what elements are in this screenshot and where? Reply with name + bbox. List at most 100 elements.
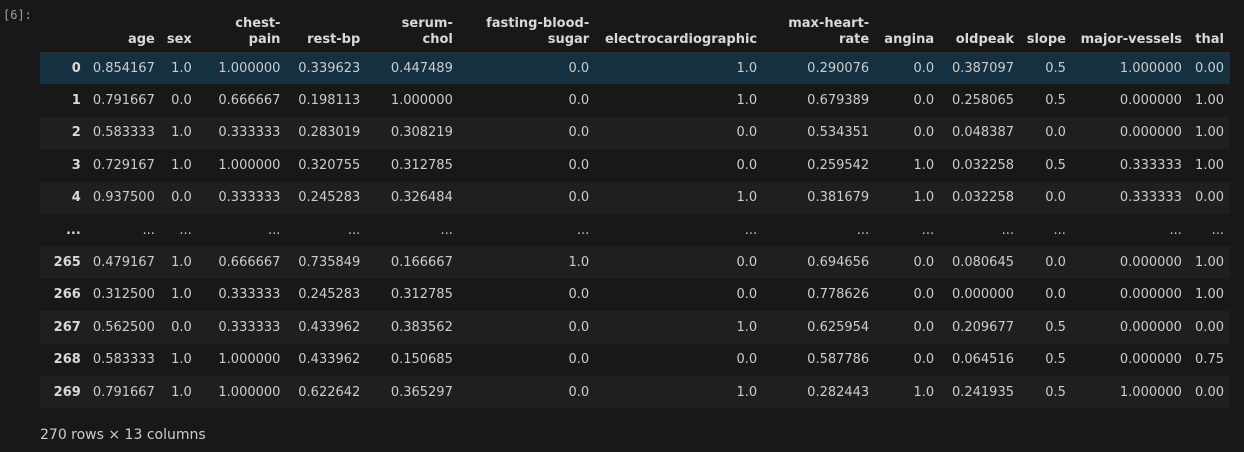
column-header-serum-chol: serum-chol: [401, 15, 453, 47]
table-cell: 1.0: [171, 287, 192, 303]
table-cell: 1.000000: [1119, 60, 1182, 76]
table-cell: 0.0: [913, 125, 935, 141]
table-cell: 0.0: [568, 287, 590, 303]
table-cell: 0.479167: [92, 255, 155, 271]
row-index: ...: [65, 222, 81, 238]
table-cell: 0.290076: [807, 60, 870, 76]
dataframe-table: age sex chest-pain rest-bp serum-chol fasting…: [40, 0, 1230, 409]
table-cell: 0.241935: [951, 384, 1014, 400]
table-row[interactable]: 267 0.562500 0.0 0.333333 0.433962 0.383562 0.…: [40, 311, 1230, 344]
table-row[interactable]: 3 0.729167 1.0 1.000000 0.320755 0.312785 0.0 0…: [40, 149, 1230, 182]
row-index: 269: [53, 384, 81, 400]
table-cell: 1.00: [1195, 157, 1224, 173]
table-cell: 0.0: [913, 255, 935, 271]
table-cell: 0.0: [1045, 190, 1066, 206]
column-header-slope: slope: [1026, 31, 1066, 47]
table-cell: ...: [576, 222, 590, 238]
table-cell: 0.622642: [298, 384, 361, 400]
table-row[interactable]: 4 0.937500 0.0 0.333333 0.245283 0.326484 0.0 1…: [40, 181, 1230, 214]
table-cell: 0.283019: [298, 125, 361, 141]
table-row[interactable]: 266 0.312500 1.0 0.333333 0.245283 0.312785 0.…: [40, 278, 1230, 312]
table-cell: 0.00: [1195, 384, 1224, 400]
table-row[interactable]: 268 0.583333 1.0 1.000000 0.433962 0.150685 0.…: [40, 343, 1230, 376]
dataframe-shape-summary: 270 rows × 13 columns: [40, 427, 206, 443]
table-row[interactable]: ........................................…: [40, 213, 1230, 247]
table-cell: 0.000000: [1119, 255, 1182, 271]
table-cell: 0.000000: [1119, 287, 1182, 303]
table-cell: 0.150685: [390, 352, 453, 368]
column-header-major-vessels: major-vessels: [1080, 31, 1182, 47]
table-cell: 0.0: [568, 319, 590, 335]
table-cell: 0.0: [171, 190, 192, 206]
table-cell: 0.000000: [1119, 93, 1182, 109]
table-cell: 1.0: [736, 384, 758, 400]
column-header-angina: angina: [884, 31, 935, 47]
column-header-chest-pain: chest-pain: [235, 15, 281, 47]
table-cell: 0.000000: [1119, 352, 1182, 368]
header-row: age sex chest-pain rest-bp serum-chol fasting…: [40, 0, 1230, 52]
table-cell: ...: [268, 222, 281, 238]
table-cell: 1.0: [171, 157, 192, 173]
table-cell: 0.000000: [1119, 125, 1182, 141]
table-cell: 1.000000: [218, 157, 281, 173]
table-cell: 0.5: [1045, 319, 1066, 335]
table-cell: 1.000000: [218, 60, 281, 76]
table-cell: 0.000000: [951, 287, 1014, 303]
table-cell: 0.0: [736, 352, 758, 368]
column-header-sex: sex: [166, 31, 192, 47]
table-cell: 0.666667: [218, 93, 281, 109]
row-index: 267: [53, 319, 81, 335]
table-cell: 0.0: [568, 384, 590, 400]
table-cell: 0.0: [171, 93, 192, 109]
table-cell: 1.0: [171, 125, 192, 141]
table-cell: 0.339623: [298, 60, 361, 76]
table-cell: ...: [1169, 222, 1182, 238]
table-cell: 1.0: [568, 255, 590, 271]
table-cell: 0.0: [1045, 287, 1066, 303]
table-cell: ...: [1053, 222, 1066, 238]
table-cell: 0.166667: [390, 255, 453, 271]
table-cell: 0.0: [568, 125, 590, 141]
table-cell: 0.0: [1045, 255, 1066, 271]
table-cell: 1.00: [1195, 255, 1224, 271]
table-cell: 1.000000: [390, 93, 453, 109]
table-cell: 0.333333: [218, 319, 281, 335]
table-row[interactable]: 265 0.479167 1.0 0.666667 0.735849 0.166667 1.…: [40, 246, 1230, 279]
table-cell: 0.5: [1045, 157, 1066, 173]
execution-count: [6]:: [3, 8, 32, 22]
column-header-age: age: [127, 31, 155, 47]
table-cell: 0.245283: [298, 190, 361, 206]
table-cell: 0.312785: [390, 157, 453, 173]
table-cell: 1.00: [1195, 287, 1224, 303]
table-cell: 0.333333: [1119, 190, 1182, 206]
table-row[interactable]: 1 0.791667 0.0 0.666667 0.198113 1.000000 0.0 1…: [40, 84, 1230, 117]
table-cell: 0.383562: [390, 319, 453, 335]
table-cell: 1.0: [171, 352, 192, 368]
table-cell: 1.0: [736, 190, 758, 206]
table-cell: ...: [744, 222, 758, 238]
table-cell: 0.320755: [298, 157, 361, 173]
table-cell: 0.679389: [807, 93, 870, 109]
table-row[interactable]: 0 0.854167 1.0 1.000000 0.339623 0.447489 0.0 1…: [40, 52, 1230, 85]
table-cell: 0.198113: [298, 93, 361, 109]
table-cell: ...: [921, 222, 935, 238]
table-cell: 0.854167: [92, 60, 155, 76]
table-cell: 0.0: [736, 287, 758, 303]
row-index: 1: [71, 93, 81, 109]
table-cell: 1.0: [736, 319, 758, 335]
row-index: 3: [71, 157, 81, 173]
table-cell: 0.00: [1195, 60, 1224, 76]
table-row[interactable]: 2 0.583333 1.0 0.333333 0.283019 0.308219 0.0 0…: [40, 116, 1230, 150]
table-cell: 0.791667: [92, 384, 155, 400]
table-cell: 1.0: [913, 157, 935, 173]
table-row[interactable]: 269 0.791667 1.0 1.000000 0.622642 0.365297 0.…: [40, 375, 1230, 409]
table-cell: 0.5: [1045, 352, 1066, 368]
table-cell: 0.583333: [92, 125, 155, 141]
table-cell: 0.583333: [92, 352, 155, 368]
table-cell: 0.0: [568, 352, 590, 368]
table-cell: 0.0: [736, 125, 758, 141]
table-cell: 1.000000: [218, 384, 281, 400]
table-cell: 0.0: [913, 352, 935, 368]
table-cell: 0.333333: [218, 190, 281, 206]
